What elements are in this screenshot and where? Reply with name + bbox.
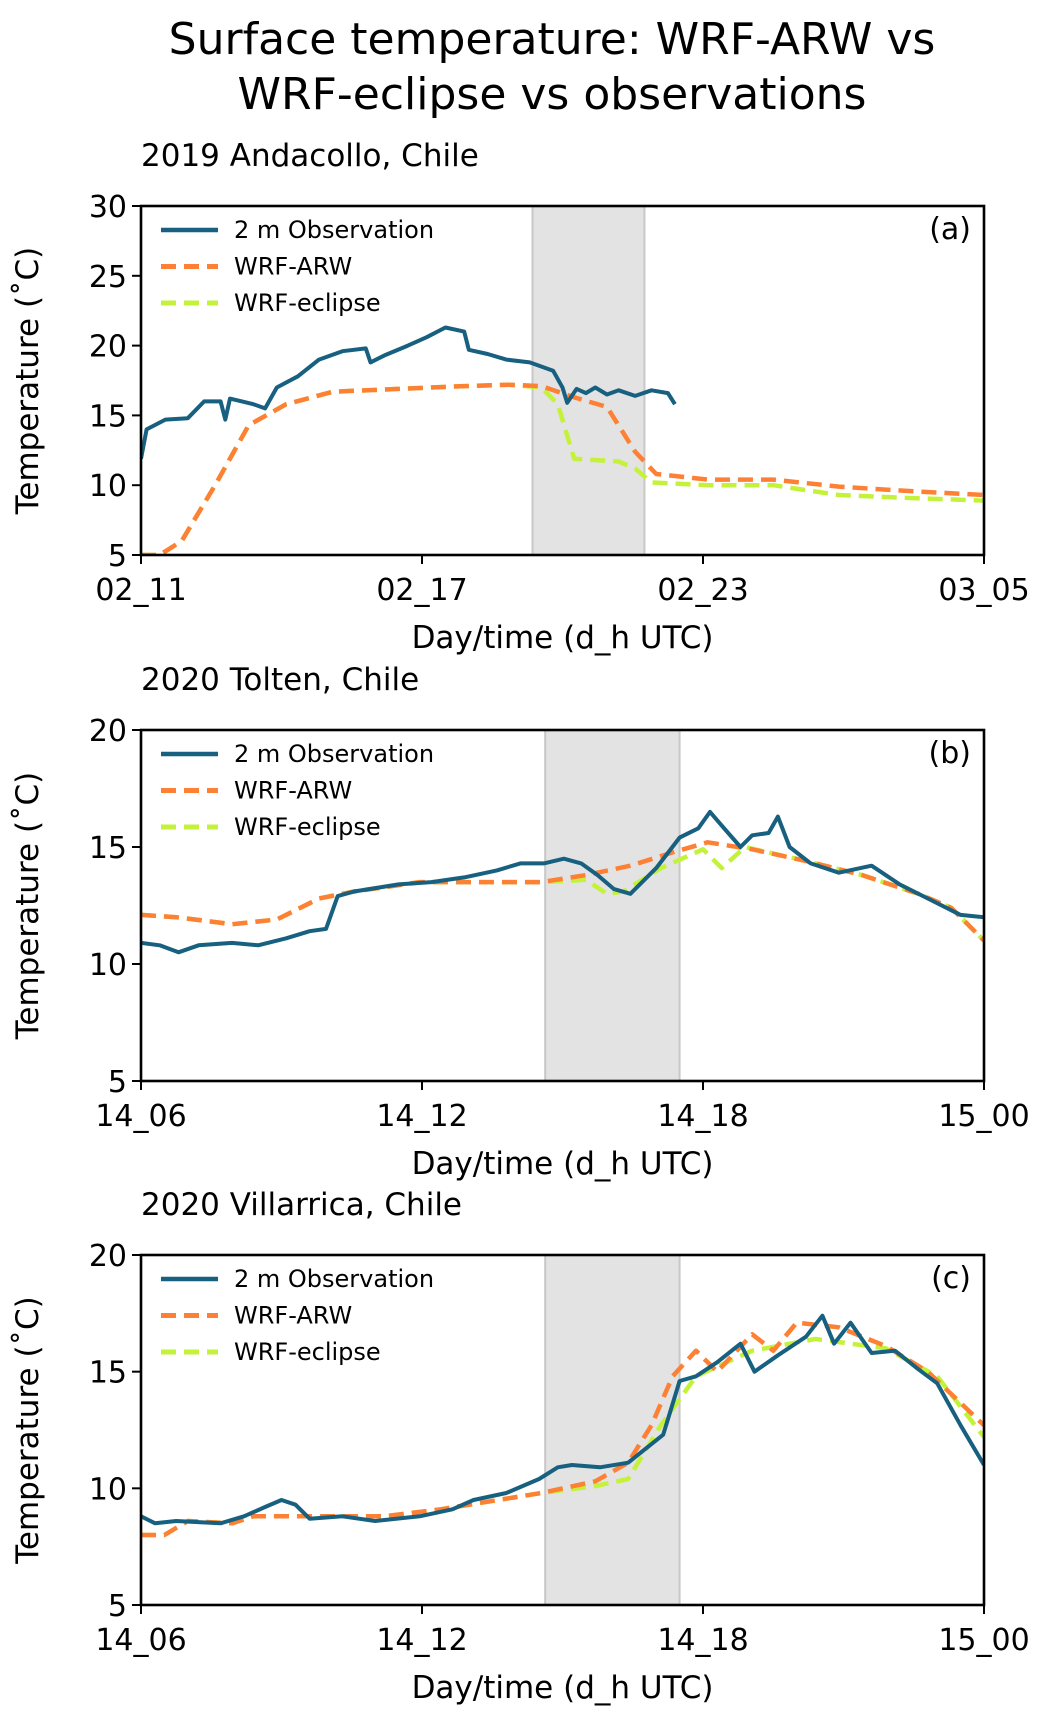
legend-label: WRF-eclipse	[234, 813, 381, 841]
x-tick-label: 02_17	[376, 573, 467, 608]
y-tick-label: 5	[108, 539, 127, 574]
y-tick-label: 20	[89, 330, 127, 365]
y-tick-label: 10	[89, 948, 127, 983]
y-tick-label: 25	[89, 260, 127, 295]
y-tick-label: 5	[108, 1065, 127, 1100]
figure-title-line-1: Surface temperature: WRF-ARW vs	[169, 14, 936, 65]
legend-label: WRF-ARW	[234, 253, 352, 281]
series-group	[141, 325, 984, 555]
y-axis-label: Temperature (˚C)	[10, 772, 46, 1041]
x-tick-label: 02_11	[95, 573, 186, 608]
panel-title: 2020 Tolten, Chile	[141, 662, 419, 698]
series-line-2-m-observation	[141, 1313, 984, 1526]
y-tick-label: 20	[89, 1239, 127, 1274]
series-line-2-m-observation	[141, 325, 677, 460]
series-line-2-m-observation	[141, 809, 984, 955]
y-axis-label: Temperature (˚C)	[10, 1296, 46, 1565]
eclipse-shaded-span	[544, 729, 681, 1082]
legend: 2 m Observation WRF-ARW WRF-eclipse	[161, 740, 434, 841]
panel-label: (c)	[931, 1261, 971, 1296]
x-tick-label: 14_12	[376, 1623, 467, 1658]
y-tick-label: 30	[89, 190, 127, 225]
x-tick-label: 14_06	[95, 1623, 186, 1658]
series-line-wrf-arw	[141, 840, 984, 943]
legend-label: 2 m Observation	[234, 216, 434, 244]
axes-frame	[139, 1253, 986, 1607]
panel-title: 2020 Villarrica, Chile	[141, 1187, 462, 1223]
x-tick-label: 02_23	[657, 573, 748, 608]
legend-label: WRF-eclipse	[234, 289, 381, 317]
x-tick-label: 15_00	[938, 1099, 1029, 1134]
legend-label: 2 m Observation	[234, 740, 434, 768]
x-tick-label: 14_18	[657, 1099, 748, 1134]
x-axis-label: Day/time (d_h UTC)	[412, 620, 714, 656]
series-group	[141, 809, 984, 955]
panel-label: (b)	[929, 736, 971, 771]
panel-label: (a)	[929, 212, 971, 247]
y-tick-label: 15	[89, 1356, 127, 1391]
legend: 2 m Observation WRF-ARW WRF-eclipse	[161, 1265, 434, 1366]
x-tick-label: 03_05	[938, 573, 1029, 608]
panel-b: 2020 Tolten, Chile 5 10 15 20 14_06 14_12 14_18…	[10, 662, 1030, 1182]
y-axis-label: Temperature (˚C)	[10, 247, 46, 516]
y-tick-label: 15	[89, 831, 127, 866]
axes-frame	[139, 728, 986, 1083]
series-line-wrf-arw	[141, 1320, 984, 1538]
panel-title: 2019 Andacollo, Chile	[141, 138, 479, 174]
panel-c: 2020 Villarrica, Chile 5 10 15 20 14_06 14_12 1…	[10, 1187, 1030, 1706]
y-tick-label: 10	[89, 469, 127, 504]
axes-frame	[139, 204, 986, 557]
x-tick-label: 14_06	[95, 1099, 186, 1134]
x-tick-label: 15_00	[938, 1623, 1029, 1658]
legend-label: WRF-ARW	[234, 777, 352, 805]
x-tick-label: 14_18	[657, 1623, 748, 1658]
legend-label: 2 m Observation	[234, 1265, 434, 1293]
panel-a: 2019 Andacollo, Chile 5 10 15 20 25 30 02_11 02_…	[10, 138, 1030, 656]
legend: 2 m Observation WRF-ARW WRF-eclipse	[161, 216, 434, 317]
x-tick-label: 14_12	[376, 1099, 467, 1134]
x-axis-label: Day/time (d_h UTC)	[412, 1146, 714, 1182]
series-line-wrf-eclipse	[141, 382, 984, 555]
y-tick-label: 10	[89, 1472, 127, 1507]
figure-title-line-2: WRF-eclipse vs observations	[238, 69, 867, 120]
y-tick-label: 5	[108, 1589, 127, 1624]
y-tick-label: 20	[89, 714, 127, 749]
x-axis-label: Day/time (d_h UTC)	[412, 1670, 714, 1706]
series-group	[141, 1313, 984, 1538]
series-line-wrf-arw	[141, 382, 984, 555]
eclipse-shaded-span	[531, 205, 646, 556]
legend-label: WRF-eclipse	[234, 1338, 381, 1366]
y-tick-label: 15	[89, 399, 127, 434]
legend-label: WRF-ARW	[234, 1302, 352, 1330]
